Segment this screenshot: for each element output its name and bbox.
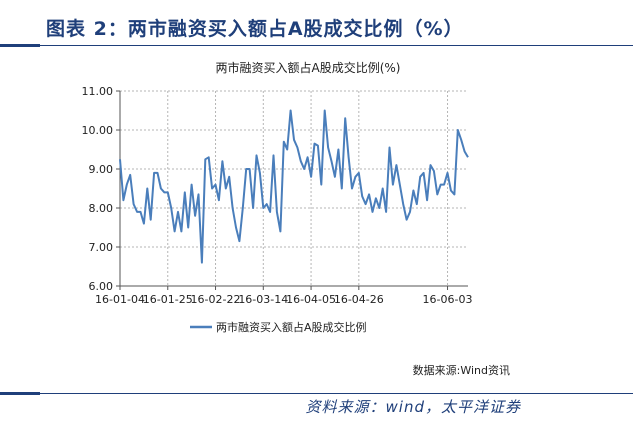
y-tick-label: 6.00 <box>89 280 114 293</box>
header-rule <box>0 45 633 46</box>
x-tick-label: 16-04-05 <box>286 293 336 306</box>
footer-source: 资料来源：wind，太平洋证券 <box>305 398 521 416</box>
x-tick-label: 16-06-03 <box>423 293 473 306</box>
legend-label: 两市融资买入额占A股成交比例 <box>216 320 367 334</box>
x-tick-label: 16-01-04 <box>95 293 145 306</box>
y-tick-label: 8.00 <box>89 202 114 215</box>
x-tick-label: 16-03-14 <box>238 293 288 306</box>
x-tick-label: 16-04-26 <box>334 293 384 306</box>
y-tick-label: 9.00 <box>89 163 114 176</box>
figure-title: 图表 2：两市融资买入额占A股成交比例（%） <box>46 18 464 40</box>
x-tick-label: 16-01-25 <box>143 293 193 306</box>
source-note: 数据来源:Wind资讯 <box>413 363 510 377</box>
line-chart: 两市融资买入额占A股成交比例(%) 6.00 7.00 8.00 9.00 10.00 11… <box>82 60 511 377</box>
footer-rule <box>0 393 633 394</box>
x-tick-label: 16-02-22 <box>191 293 241 306</box>
chart-title: 两市融资买入额占A股成交比例(%) <box>216 60 401 75</box>
y-tick-label: 7.00 <box>89 241 114 254</box>
y-tick-label: 10.00 <box>82 124 114 137</box>
series-line <box>119 109 469 264</box>
y-tick-label: 11.00 <box>82 85 114 98</box>
